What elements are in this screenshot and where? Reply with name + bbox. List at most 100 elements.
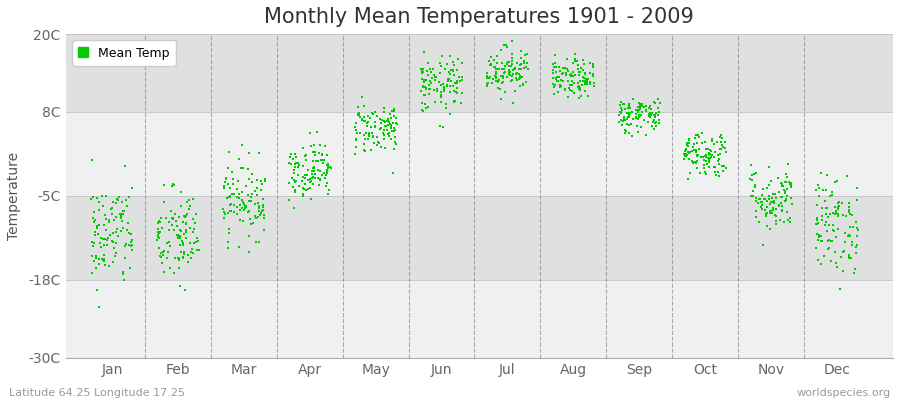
- Point: [774, 200, 788, 207]
- Point: [783, 180, 797, 187]
- Point: [420, 68, 435, 74]
- Point: [767, 198, 781, 205]
- Point: [629, 107, 643, 114]
- Point: [573, 85, 588, 91]
- Point: [633, 113, 647, 119]
- Point: [614, 99, 628, 105]
- Point: [564, 77, 579, 84]
- Point: [287, 170, 302, 176]
- Point: [228, 202, 242, 208]
- Point: [652, 109, 666, 116]
- Point: [252, 238, 266, 245]
- Point: [418, 101, 432, 107]
- Point: [496, 79, 510, 86]
- Point: [547, 64, 562, 71]
- Point: [549, 69, 563, 75]
- Point: [315, 151, 329, 158]
- Point: [697, 162, 711, 168]
- Point: [180, 211, 194, 217]
- Point: [381, 118, 395, 125]
- Point: [617, 106, 632, 112]
- Point: [119, 241, 133, 248]
- Point: [681, 137, 696, 143]
- Point: [639, 107, 653, 114]
- Point: [639, 102, 653, 109]
- Point: [122, 194, 137, 200]
- Point: [386, 120, 400, 127]
- Point: [698, 153, 713, 160]
- Point: [649, 122, 663, 129]
- Point: [766, 198, 780, 205]
- Point: [775, 180, 789, 187]
- Point: [85, 238, 99, 245]
- Point: [818, 222, 832, 228]
- Point: [649, 110, 663, 116]
- Point: [97, 252, 112, 258]
- Point: [766, 199, 780, 205]
- Point: [764, 210, 778, 216]
- Point: [289, 154, 303, 160]
- Point: [681, 176, 696, 182]
- Point: [315, 152, 329, 158]
- Point: [827, 228, 842, 234]
- Point: [680, 142, 695, 149]
- Point: [86, 243, 100, 250]
- Point: [436, 124, 451, 130]
- Point: [320, 191, 335, 198]
- Point: [769, 218, 783, 224]
- Point: [568, 72, 582, 79]
- Point: [558, 72, 572, 78]
- Point: [514, 48, 528, 54]
- Point: [236, 165, 250, 172]
- Point: [184, 248, 198, 255]
- Point: [830, 264, 844, 270]
- Point: [508, 65, 522, 72]
- Point: [185, 196, 200, 202]
- Point: [714, 132, 728, 138]
- Point: [702, 157, 716, 163]
- Point: [357, 114, 372, 120]
- Point: [513, 75, 527, 81]
- Point: [515, 74, 529, 80]
- Point: [381, 131, 395, 138]
- Point: [188, 220, 202, 226]
- Point: [778, 188, 792, 194]
- Point: [578, 70, 592, 76]
- Point: [416, 83, 430, 89]
- Point: [295, 145, 310, 152]
- Point: [580, 81, 594, 87]
- Point: [499, 42, 513, 48]
- Point: [711, 169, 725, 175]
- Point: [680, 142, 694, 148]
- Point: [255, 180, 269, 187]
- Point: [386, 108, 400, 114]
- Point: [286, 184, 301, 190]
- Point: [92, 256, 106, 263]
- Point: [415, 70, 429, 76]
- Point: [629, 114, 643, 121]
- Point: [708, 172, 723, 178]
- Point: [848, 266, 862, 272]
- Point: [415, 106, 429, 113]
- Point: [546, 84, 561, 90]
- Point: [454, 60, 469, 66]
- Point: [818, 205, 832, 211]
- Point: [356, 147, 371, 154]
- Point: [483, 62, 498, 69]
- Point: [99, 193, 113, 200]
- Point: [506, 100, 520, 106]
- Point: [632, 112, 646, 118]
- Point: [151, 244, 166, 251]
- Point: [688, 160, 703, 166]
- Point: [755, 206, 770, 212]
- Point: [415, 70, 429, 76]
- Point: [151, 218, 166, 224]
- Point: [424, 80, 438, 86]
- Point: [681, 140, 696, 146]
- Point: [831, 205, 845, 212]
- Point: [92, 206, 106, 213]
- Point: [381, 122, 395, 128]
- Point: [241, 150, 256, 156]
- Point: [553, 84, 567, 90]
- Point: [387, 146, 401, 152]
